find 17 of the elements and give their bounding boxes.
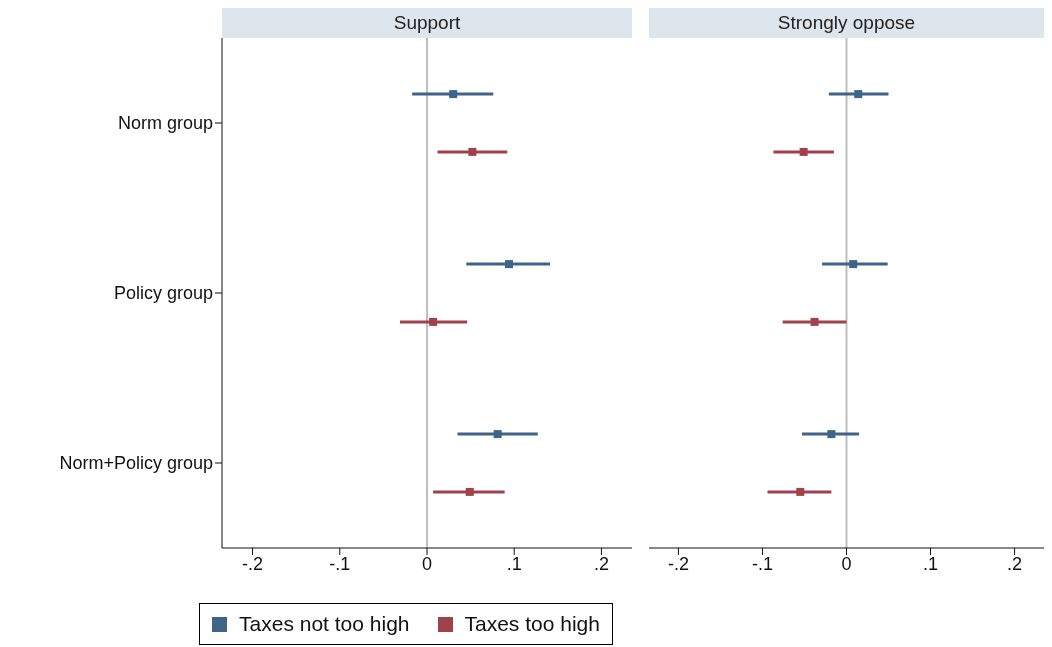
legend-label: Taxes not too high <box>239 612 410 636</box>
y-tick-label: Norm+Policy group <box>59 453 213 474</box>
x-tick-label: .1 <box>923 553 939 574</box>
chart-title: Strongly oppose <box>649 8 1044 38</box>
x-tick-label: .2 <box>1007 553 1023 574</box>
legend-label: Taxes too high <box>464 612 600 636</box>
x-tick-label: 0 <box>841 553 852 574</box>
x-tick-label: -.1 <box>329 553 351 574</box>
x-tick-label: -.2 <box>242 553 264 574</box>
y-tick-label: Policy group <box>113 283 213 304</box>
x-tick-label: 0 <box>421 553 433 574</box>
chart-title: Support <box>222 8 632 38</box>
x-tick-label: -.1 <box>751 553 773 574</box>
x-tick-label: .2 <box>593 553 609 574</box>
y-tick-label: Norm group <box>117 113 213 134</box>
x-tick-label: -.2 <box>667 553 689 574</box>
x-tick-label: .1 <box>506 553 522 574</box>
